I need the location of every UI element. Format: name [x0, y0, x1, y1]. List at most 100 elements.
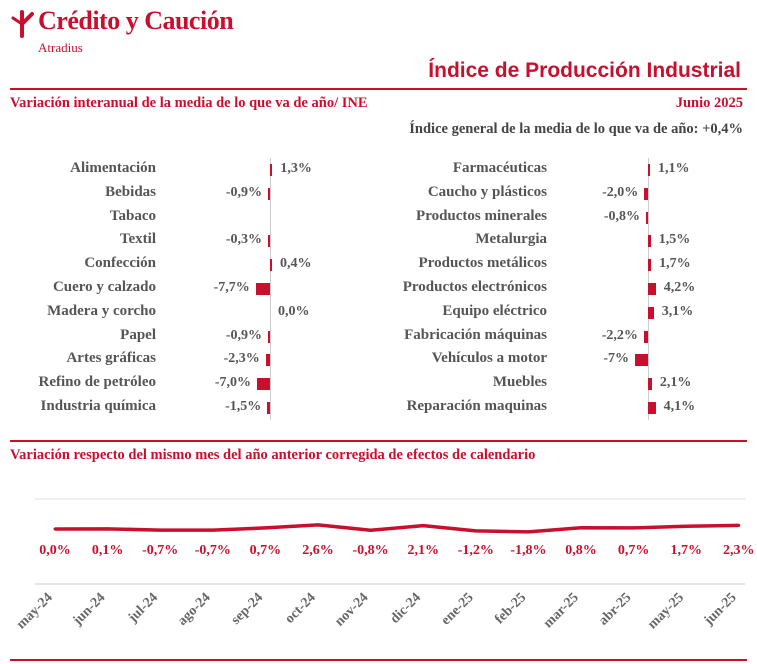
series-point [737, 523, 741, 527]
bar-category-label: Cuero y calzado [52, 279, 156, 295]
bar-category-label: Reparación maquinas [406, 398, 547, 414]
bar-value-label: -0,8% [603, 208, 640, 224]
bar-value-label: -0,3% [225, 232, 262, 248]
x-tick-label: may-24 [14, 590, 56, 632]
bar-category-label: Textil [119, 231, 156, 248]
bar-category-label: Caucho y plásticos [427, 183, 547, 200]
section2-title: Variación respecto del mismo mes del año… [10, 447, 536, 463]
bar-value-label: -2,2% [601, 327, 638, 343]
bar [270, 259, 272, 272]
x-tick-label: dic-24 [388, 590, 424, 626]
series-point [263, 526, 267, 530]
bar [643, 330, 648, 343]
bar-category-label: Vehículos a motor [431, 350, 547, 367]
bar-category-label: Productos metálicos [418, 255, 547, 272]
bar-category-label: Productos electrónicos [402, 279, 547, 295]
line-data-label: 0,1% [92, 543, 124, 558]
series-point [158, 528, 162, 532]
series-line [54, 523, 739, 534]
line-data-label: -0,7% [195, 543, 231, 558]
bar [635, 354, 648, 367]
bar-value-label: 4,2% [663, 280, 696, 295]
bar-category-label: Refino de petróleo [38, 374, 156, 391]
x-tick-label: feb-25 [492, 590, 529, 627]
bar [648, 402, 656, 414]
bar-value-label: -0,9% [225, 184, 262, 200]
series-point [211, 528, 215, 532]
bar-value-label: -2,0% [602, 184, 639, 200]
bar-category-label: Alimentación [70, 160, 156, 176]
bar [648, 378, 652, 391]
bar-value-label: -0,9% [225, 327, 262, 343]
series-point [632, 526, 636, 530]
bar-value-label: -7,0% [214, 375, 252, 391]
bar-category-label: Artes gráficas [66, 350, 156, 367]
line-chart: 0,0% may-24 0,1% jun-24 -0,7% jul-24 -0,7% ago-… [14, 498, 755, 632]
bar [648, 235, 651, 248]
bar-value-label: 1,1% [658, 161, 690, 176]
bar-category-label: Papel [120, 326, 156, 343]
line-data-label: -0,7% [142, 543, 178, 558]
bar [268, 187, 270, 200]
series-point [53, 527, 57, 531]
series-point [316, 523, 320, 527]
bar-value-label: 0,4% [280, 256, 312, 272]
series-point [684, 524, 688, 528]
section1-title: Variación interanual de la media de lo q… [10, 95, 368, 111]
bar [648, 259, 652, 272]
series-point [474, 529, 478, 533]
section-divider [10, 440, 747, 442]
series-point [526, 530, 530, 534]
bar [270, 164, 273, 176]
line-data-label: 2,6% [302, 543, 334, 558]
bar [268, 330, 270, 343]
bar-value-label: 3,1% [661, 303, 694, 319]
series-point [421, 524, 425, 528]
bar [257, 378, 270, 391]
line-data-label: -1,2% [458, 543, 494, 558]
bar-value-label: 4,1% [663, 399, 696, 414]
bar-value-label: 0,0% [278, 303, 310, 319]
bar-value-label: 1,3% [280, 161, 312, 176]
section1-date: Junio 2025 [675, 95, 743, 111]
bar-value-label: -1,5% [225, 399, 262, 414]
x-tick-label: jun-24 [70, 590, 109, 629]
x-tick-label: ago-24 [175, 590, 214, 629]
page-title: Índice de Producción Industrial [428, 59, 741, 82]
brand-logo-icon [11, 10, 34, 38]
line-data-label: -1,8% [510, 543, 546, 558]
x-tick-label: nov-24 [332, 590, 371, 629]
bar-category-label: Industria química [40, 398, 156, 414]
line-data-label: 1,7% [670, 543, 702, 558]
bar-value-label: 2,1% [659, 375, 692, 391]
bottom-divider [10, 659, 747, 661]
bar-category-label: Bebidas [105, 183, 156, 200]
bar [648, 306, 654, 319]
bar-value-label: 1,7% [659, 256, 691, 272]
bar-value-label: -7% [603, 351, 630, 367]
series-point [106, 527, 110, 531]
x-tick-label: abr-25 [596, 590, 634, 628]
x-tick-label: sep-24 [229, 590, 267, 628]
bar [267, 402, 270, 414]
bar-category-label: Madera y corcho [47, 302, 156, 319]
series-point [369, 528, 373, 532]
line-data-label: 0,7% [250, 543, 282, 558]
x-tick-label: mar-25 [541, 590, 582, 631]
general-index-text: Índice general de la media de lo que va … [409, 121, 743, 137]
x-tick-label: may-25 [645, 590, 687, 632]
bar-zero-axis [270, 158, 271, 420]
line-data-label: -0,8% [353, 543, 389, 558]
brand-subtitle: Atradius [38, 40, 83, 55]
line-data-label: 0,7% [618, 543, 650, 558]
title-divider [10, 88, 747, 90]
bar-category-label: Confección [84, 255, 156, 272]
bar [268, 235, 270, 248]
brand-name: Crédito y Caución [38, 6, 234, 35]
bar-value-label: -7,7% [213, 280, 250, 295]
bar [265, 354, 270, 367]
bar-category-label: Metalurgia [475, 231, 547, 248]
bar-value-label: 1,5% [658, 232, 691, 248]
x-tick-label: oct-24 [282, 590, 318, 626]
bar-category-label: Tabaco [109, 207, 156, 224]
